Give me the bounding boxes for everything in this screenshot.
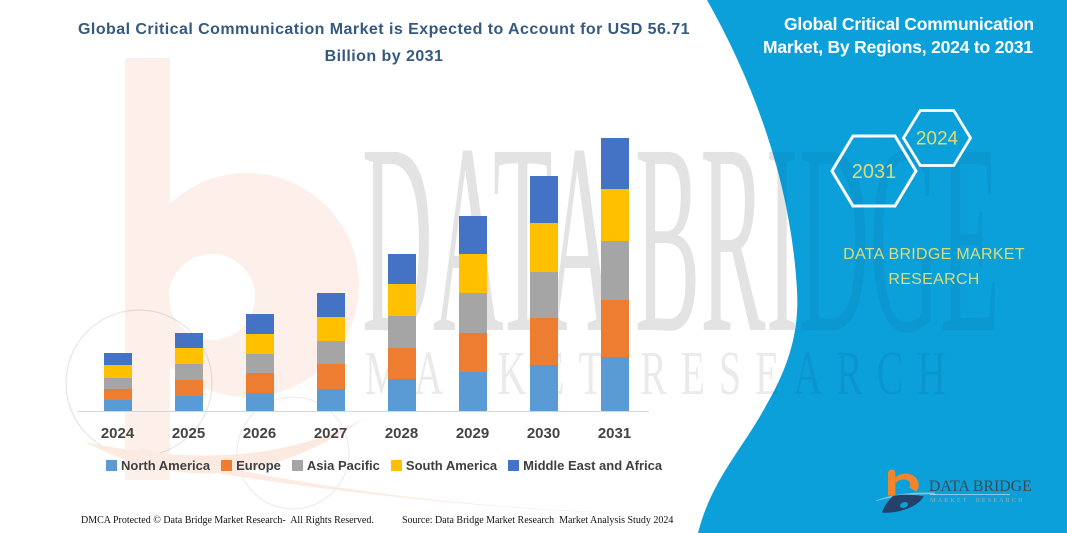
svg-text:2031: 2031 [852,161,897,183]
svg-text:DATA BRIDGE: DATA BRIDGE [362,88,1000,389]
svg-text:MARKET RESEARCH: MARKET RESEARCH [365,340,960,408]
svg-text:2024: 2024 [916,129,959,150]
